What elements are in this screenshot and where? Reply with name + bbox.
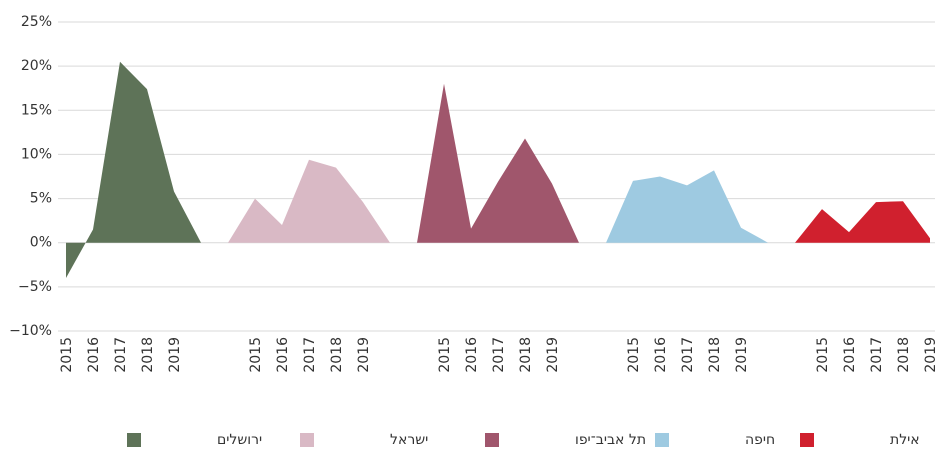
- x-tick-label: 2015: [248, 337, 264, 373]
- x-tick-label: 2018: [329, 337, 345, 373]
- x-tick-label: 2019: [356, 337, 372, 373]
- x-tick-label: 2019: [167, 337, 183, 373]
- area: [228, 159, 390, 243]
- x-tick-label: 2017: [113, 337, 129, 373]
- y-tick-label: −10%: [9, 323, 52, 339]
- x-tick-label: 2017: [302, 337, 318, 373]
- legend-item: ירושלים: [127, 432, 262, 448]
- x-tick-label: 2018: [518, 337, 534, 373]
- legend-swatch: [800, 433, 814, 447]
- legend-swatch: [655, 433, 669, 447]
- legend-label: אילת: [890, 432, 920, 448]
- y-tick-label: 0%: [30, 235, 52, 251]
- y-tick-label: −5%: [18, 279, 52, 295]
- legend-swatch: [485, 433, 499, 447]
- y-tick-label: 25%: [21, 14, 52, 30]
- legend-label: חיפה: [745, 432, 775, 448]
- x-tick-label: 2017: [680, 337, 696, 373]
- area: [417, 83, 579, 243]
- x-tick-label: 2019: [545, 337, 561, 373]
- legend-item: ישראל: [300, 432, 428, 448]
- x-tick-label: 2019: [923, 337, 939, 373]
- x-tick-label: 2018: [896, 337, 912, 373]
- x-tick-label: 2019: [734, 337, 750, 373]
- area: [606, 170, 768, 243]
- y-tick-label: 15%: [21, 102, 52, 118]
- x-tick-label: 2015: [815, 337, 831, 373]
- legend-label: תל אביב־יפו: [575, 432, 646, 448]
- y-tick-label: 5%: [30, 191, 52, 207]
- x-tick-label: 2018: [707, 337, 723, 373]
- legend-item: חיפה: [655, 432, 775, 448]
- x-tick-label: 2016: [842, 337, 858, 373]
- legend-label: ירושלים: [217, 432, 262, 448]
- area: [66, 61, 201, 279]
- area: [795, 201, 930, 243]
- x-tick-label: 2015: [437, 337, 453, 373]
- x-tick-label: 2017: [491, 337, 507, 373]
- x-tick-label: 2018: [140, 337, 156, 373]
- legend-swatch: [127, 433, 141, 447]
- x-tick-label: 2015: [59, 337, 75, 373]
- x-tick-label: 2017: [869, 337, 885, 373]
- legend-item: אילת: [800, 432, 920, 448]
- y-tick-label: 20%: [21, 58, 52, 74]
- x-tick-label: 2016: [653, 337, 669, 373]
- legend-swatch: [300, 433, 314, 447]
- x-tick-label: 2016: [464, 337, 480, 373]
- legend-item: תל אביב־יפו: [485, 432, 646, 448]
- x-tick-label: 2016: [86, 337, 102, 373]
- legend-label: ישראל: [390, 432, 428, 448]
- y-tick-label: 10%: [21, 146, 52, 162]
- x-tick-label: 2016: [275, 337, 291, 373]
- x-tick-label: 2015: [626, 337, 642, 373]
